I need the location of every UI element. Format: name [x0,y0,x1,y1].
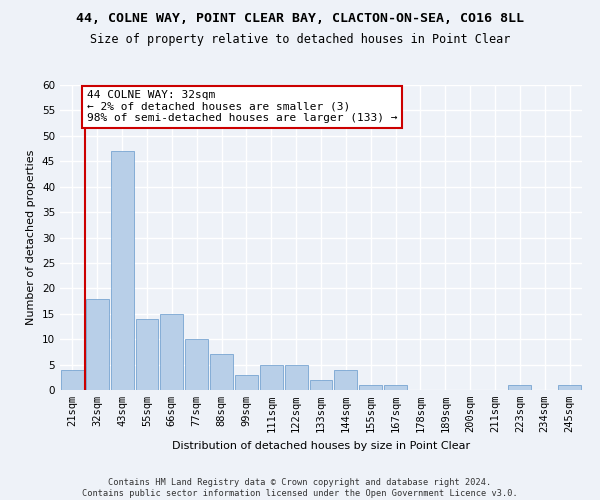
Bar [359,385,382,390]
Bar [136,319,158,390]
Bar [508,385,531,390]
Bar [185,339,208,390]
Bar [285,364,308,390]
Bar [558,385,581,390]
Bar [310,380,332,390]
Bar [384,385,407,390]
Text: Contains HM Land Registry data © Crown copyright and database right 2024.
Contai: Contains HM Land Registry data © Crown c… [82,478,518,498]
Y-axis label: Number of detached properties: Number of detached properties [26,150,37,325]
Bar [61,370,84,390]
Bar [111,151,134,390]
Text: 44, COLNE WAY, POINT CLEAR BAY, CLACTON-ON-SEA, CO16 8LL: 44, COLNE WAY, POINT CLEAR BAY, CLACTON-… [76,12,524,26]
Bar [86,298,109,390]
Bar [235,375,258,390]
Bar [210,354,233,390]
Bar [260,364,283,390]
Text: Size of property relative to detached houses in Point Clear: Size of property relative to detached ho… [90,32,510,46]
Text: 44 COLNE WAY: 32sqm
← 2% of detached houses are smaller (3)
98% of semi-detached: 44 COLNE WAY: 32sqm ← 2% of detached hou… [87,90,397,124]
Bar [160,314,183,390]
Bar [334,370,357,390]
X-axis label: Distribution of detached houses by size in Point Clear: Distribution of detached houses by size … [172,440,470,450]
